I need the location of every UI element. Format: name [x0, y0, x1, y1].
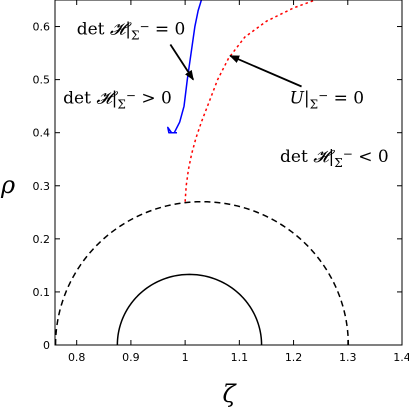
x-tick-label-0: 0.8	[68, 351, 86, 364]
annotation-arrow-2	[229, 54, 302, 88]
curves	[55, 0, 350, 345]
x-tick-label-4: 1.2	[285, 351, 303, 364]
series-line-3	[116, 273, 263, 345]
x-tick-label-5: 1.3	[339, 351, 357, 364]
y-tick-label-2: 0.2	[33, 233, 51, 246]
ticks: 0.8 0.9 1 1.1 1.2 1.3 1.4 0 0.1 0.2 0.3 0.4 0.5 0.6	[33, 0, 409, 364]
x-tick-label-2: 1	[182, 351, 189, 364]
plot-frame	[54, 0, 403, 346]
annotation-3: det 𝓗|Σ− < 0	[280, 147, 389, 170]
y-tick-label-6: 0.6	[33, 21, 51, 34]
y-tick-label-1: 0.1	[33, 286, 51, 299]
y-tick-label-3: 0.3	[33, 180, 51, 193]
series-line-1	[184, 0, 316, 202]
annotation-0: det 𝓗|Σ− = 0	[77, 20, 186, 43]
annotation-1: det 𝓗|Σ− > 0	[63, 89, 172, 112]
x-axis-title: ζ	[222, 380, 237, 408]
y-tick-label-5: 0.5	[33, 74, 51, 87]
y-tick-label-0: 0	[43, 339, 50, 352]
y-axis-title: ρ	[0, 171, 15, 199]
series-line-0	[167, 0, 203, 134]
x-tick-label-1: 0.9	[122, 351, 140, 364]
x-tick-label-3: 1.1	[231, 351, 249, 364]
annotation-arrow-0	[169, 44, 195, 81]
series-line-2	[55, 200, 350, 345]
annotation-2: U|Σ− = 0	[290, 89, 364, 112]
x-tick-label-6: 1.4	[393, 351, 409, 364]
annotations: det 𝓗|Σ− = 0 det 𝓗|Σ− > 0 U|Σ− = 0 det 𝓗|Σ−…	[63, 20, 389, 170]
y-tick-label-4: 0.4	[33, 127, 51, 140]
